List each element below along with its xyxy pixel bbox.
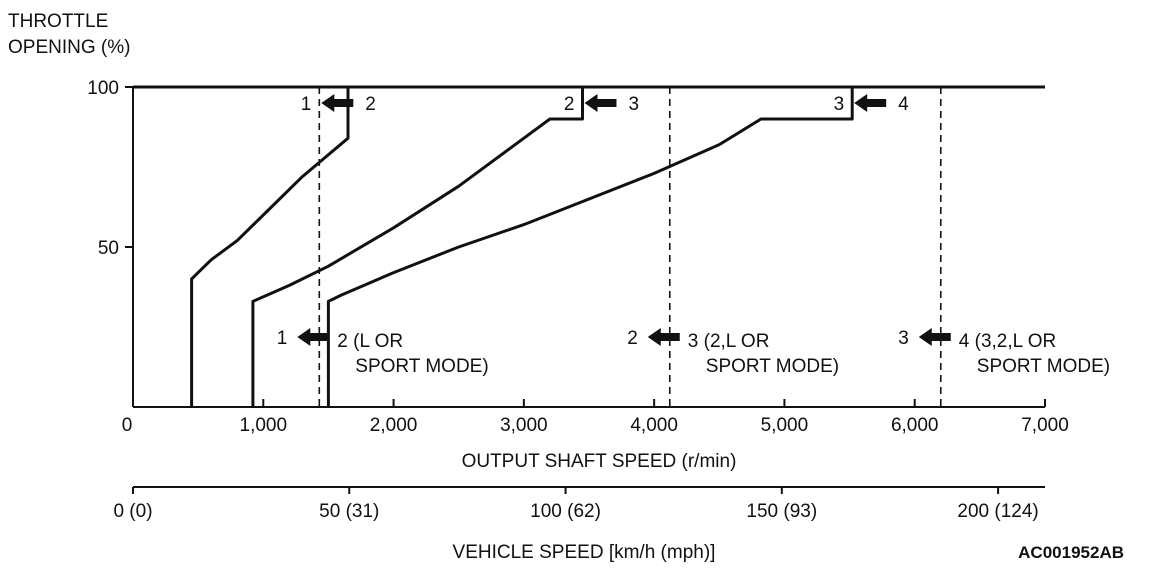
x2-tick-label: 50 (31) [319,501,379,522]
bottom-shift-from-label: 1 [277,328,288,349]
x-tick-label: 3,000 [500,415,548,436]
bottom-shift-arrow-1-2 [297,328,330,346]
bottom-shift-note-line2: SPORT MODE) [355,356,488,377]
bottom-shift-arrow-2-3 [647,328,680,346]
top-shift-to-label: 2 [365,94,376,115]
top-shift-from-label: 2 [564,94,575,115]
top-shift-arrow-1-2 [321,94,354,112]
top-shift-arrow-3-4 [854,94,887,112]
x2-tick-label: 150 (93) [746,501,817,522]
bottom-shift-from-label: 2 [627,328,638,349]
chart-labels: THROTTLE OPENING (%) 50 100 0 1,000 2,000 3,000… [8,11,1124,563]
y-axis-label-line: THROTTLE [8,11,108,32]
y-axis-label-line: OPENING (%) [8,37,130,58]
x-tick-label: 6,000 [891,415,939,436]
x2-tick-label: 200 (124) [957,501,1038,522]
x2-axis-label: VEHICLE SPEED [km/h (mph)] [453,542,716,563]
x2-tick-label: 100 (62) [530,501,601,522]
x-axis-label: OUTPUT SHAFT SPEED (r/min) [462,451,737,472]
bottom-shift-note-line1: 4 (3,2,L OR [959,331,1057,352]
bottom-shift-note-line2: SPORT MODE) [706,356,839,377]
shift-curve-1-2 [190,87,350,407]
y-tick-label: 100 [87,78,119,99]
shift-curve-2-3 [251,87,584,407]
x-tick-label: 2,000 [370,415,418,436]
top-shift-from-label: 3 [834,94,845,115]
y-tick-label: 50 [98,238,119,259]
bottom-shift-from-label: 3 [898,328,909,349]
top-shift-to-label: 4 [898,94,909,115]
bottom-shift-note-line2: SPORT MODE) [977,356,1110,377]
bottom-shift-arrow-3-4 [918,328,951,346]
shift-curve-3-4 [326,87,854,407]
bottom-shift-note-line1: 2 (L OR [337,331,403,352]
x-tick-label: 4,000 [630,415,678,436]
x-tick-label: 1,000 [240,415,288,436]
figure-code: AC001952AB [1018,543,1124,562]
axes [125,85,1046,494]
top-shift-from-label: 1 [301,94,312,115]
chart-marks [190,87,942,407]
x-tick-label: 0 [122,415,133,436]
bottom-shift-note-line1: 3 (2,L OR [688,331,770,352]
x2-tick-label: 0 (0) [113,501,152,522]
x-tick-label: 7,000 [1021,415,1069,436]
x-tick-label: 5,000 [761,415,809,436]
top-shift-to-label: 3 [628,94,639,115]
top-shift-arrow-2-3 [584,94,617,112]
